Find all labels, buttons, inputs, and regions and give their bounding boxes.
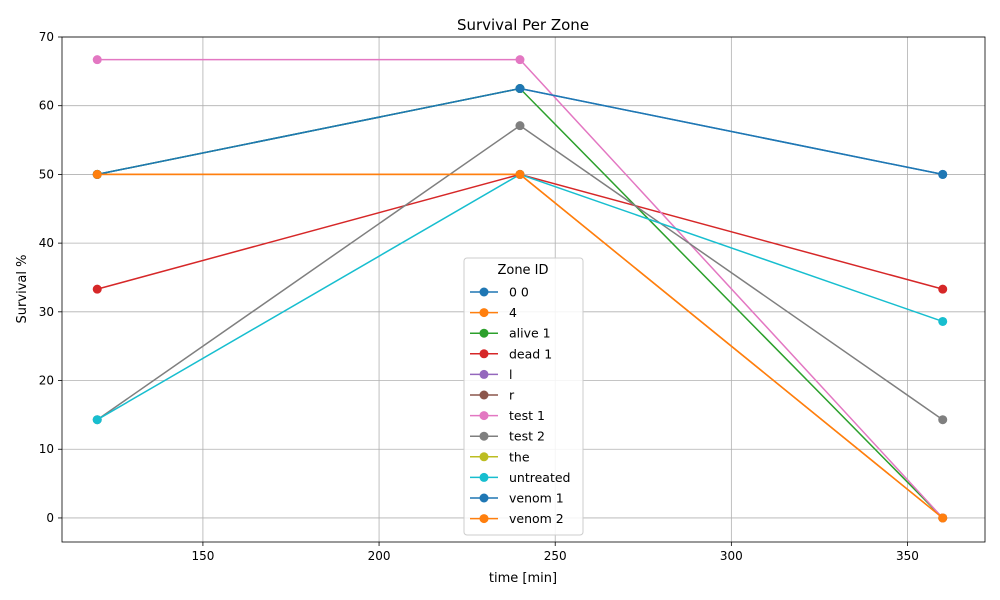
legend-label: venom 2 (509, 511, 564, 526)
axis-ticks: 150 200 250 300 350 0 10 20 30 40 50 60 70 (39, 30, 919, 563)
legend-marker (479, 431, 489, 441)
x-tick-label: 150 (191, 549, 214, 563)
legend-label: test 2 (509, 429, 545, 444)
data-point (938, 513, 948, 523)
y-tick-label: 60 (39, 99, 54, 113)
legend-marker (479, 411, 489, 421)
legend-label: the (509, 449, 530, 464)
data-point (938, 284, 948, 294)
legend-marker (479, 472, 489, 482)
y-tick-label: 50 (39, 167, 54, 181)
data-point (92, 415, 102, 425)
data-point (938, 415, 948, 425)
legend-marker (479, 369, 489, 379)
x-tick-label: 250 (544, 549, 567, 563)
legend: Zone ID 0 0 4 alive 1 dead 1 lr test 1 test 2 t… (463, 257, 584, 536)
legend-label: venom 1 (509, 491, 564, 506)
data-point (938, 316, 948, 326)
legend-label: test 1 (509, 408, 545, 423)
plot-frame (61, 36, 986, 543)
data-point (515, 121, 525, 131)
data-point (92, 55, 102, 65)
legend-marker (479, 493, 489, 503)
y-axis-label: Survival % (15, 255, 30, 324)
y-tick-label: 0 (46, 511, 54, 525)
chart-title: Survival Per Zone (457, 16, 589, 34)
data-point (92, 284, 102, 294)
y-tick-label: 40 (39, 236, 54, 250)
data-point (515, 169, 525, 179)
legend-label: untreated (509, 470, 571, 485)
legend-label: r (509, 388, 515, 403)
y-tick-label: 10 (39, 442, 54, 456)
x-tick-label: 200 (368, 549, 391, 563)
legend-marker (479, 308, 489, 318)
legend-label: alive 1 (509, 326, 551, 341)
legend-marker (479, 349, 489, 359)
y-tick-label: 30 (39, 305, 54, 319)
legend-label: l (509, 367, 512, 382)
y-tick-label: 20 (39, 374, 54, 388)
legend-marker (479, 390, 489, 400)
data-point (938, 169, 948, 179)
data-point (515, 55, 525, 65)
x-axis-label: time [min] (489, 571, 557, 586)
legend-label: 0 0 (509, 285, 529, 300)
y-tick-label: 70 (39, 30, 54, 44)
legend-marker (479, 514, 489, 524)
x-tick-label: 350 (896, 549, 919, 563)
legend-title: Zone ID (497, 263, 548, 278)
legend-label: 4 (509, 305, 517, 320)
legend-box (463, 257, 584, 536)
legend-marker (479, 452, 489, 462)
legend-label: dead 1 (509, 346, 552, 361)
series-line (97, 87, 943, 176)
data-point (515, 84, 525, 94)
series-line (97, 87, 943, 176)
data-point (92, 169, 102, 179)
x-tick-label: 300 (720, 549, 743, 563)
series-layer (92, 55, 948, 523)
legend-marker (479, 328, 489, 338)
legend-marker (479, 287, 489, 297)
